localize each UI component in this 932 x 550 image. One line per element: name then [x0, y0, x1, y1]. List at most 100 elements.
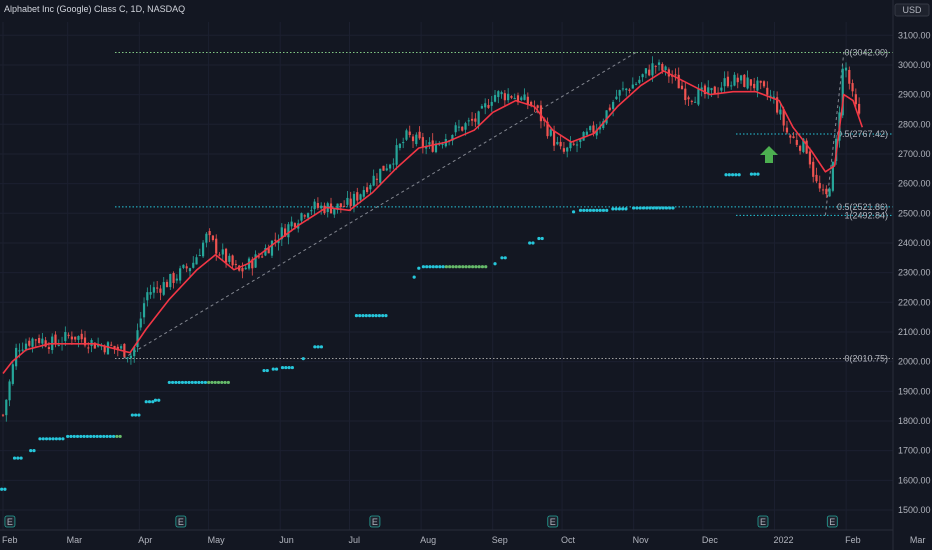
price-axis[interactable]: 1500.00 1600.00 1700.00 1800.00 1900.00 2000.… [892, 0, 932, 550]
candle-body [215, 238, 218, 254]
candle-body [264, 247, 267, 256]
stop-dot [66, 434, 70, 439]
stop-dot [313, 345, 317, 349]
candle-body [398, 143, 402, 148]
stop-dot [737, 173, 741, 177]
stop-dot [651, 206, 655, 210]
stop-dot [16, 456, 20, 460]
candle-body [385, 168, 388, 171]
stop-dot [438, 265, 442, 269]
stop-dot [500, 256, 504, 260]
candle-body [641, 74, 644, 78]
candle-body [421, 137, 424, 148]
candle-body [844, 67, 848, 71]
earnings-marker[interactable]: E [369, 515, 381, 528]
candle-body [241, 268, 244, 272]
candle-body [487, 104, 490, 108]
candle-body [615, 96, 618, 100]
candle-body [175, 278, 178, 281]
earnings-marker[interactable]: E [4, 515, 16, 528]
candle-body [680, 85, 684, 90]
stop-dots [0, 172, 760, 491]
y-tick-label: 2000.00 [898, 357, 931, 367]
stop-dot [12, 456, 17, 460]
moving-average [2, 70, 864, 374]
candle-body [631, 84, 634, 89]
stop-dot [374, 314, 378, 318]
candle-body [785, 127, 789, 133]
stop-dot [75, 434, 80, 439]
stop-dot [41, 437, 45, 441]
candle-body [589, 126, 592, 131]
candle-body [1, 414, 5, 416]
candle-body [851, 83, 854, 92]
chart-title: Alphabet Inc (Google) Class C, 1D, NASDA… [4, 4, 185, 14]
candle-body [756, 80, 759, 91]
stop-dot [601, 208, 606, 212]
currency-badge[interactable] [894, 3, 930, 17]
candle-body [218, 254, 221, 256]
candle-body [54, 334, 57, 344]
time-axis[interactable]: Feb Mar Apr May Jun Jul Aug Sep Oct Nov Dec 2022 Feb… [0, 529, 932, 545]
stop-dot [61, 437, 65, 441]
candle-body [690, 100, 693, 102]
up-arrow-icon [760, 146, 778, 163]
candle-body [405, 130, 408, 140]
candle-body [854, 94, 857, 105]
earnings-marker[interactable]: E [175, 515, 187, 528]
stop-dot [448, 265, 452, 269]
candle-body [110, 344, 113, 346]
stop-dot [108, 434, 112, 439]
earnings-badge [757, 515, 769, 528]
stop-dot [95, 434, 99, 439]
y-tick-label: 2200.00 [898, 297, 931, 307]
candle-body [293, 223, 297, 228]
candle-body [598, 126, 602, 130]
candle-body [546, 121, 549, 137]
y-tick-label: 2800.00 [898, 119, 931, 129]
stop-dot [102, 434, 106, 439]
candle-body [67, 334, 70, 336]
candle-body [257, 256, 260, 258]
candle-body [552, 130, 556, 146]
candle-body [730, 85, 733, 87]
candle-body [795, 139, 798, 145]
candle-body [779, 109, 782, 115]
candle-body [139, 318, 142, 328]
fib-level-label: 0(3042.00) [844, 47, 888, 57]
ma-polyline [2, 70, 864, 374]
earnings-label: E [829, 517, 835, 527]
stop-dot [167, 380, 171, 385]
candle-body [467, 120, 470, 122]
stop-dot [668, 206, 672, 210]
stop-dot [724, 173, 728, 177]
candle-body [224, 248, 228, 263]
earnings-badge [547, 515, 559, 528]
candle-body [559, 141, 562, 147]
candle-body [464, 123, 467, 130]
stop-dot [503, 256, 507, 260]
candle-body [195, 257, 198, 265]
stop-dot [635, 206, 639, 210]
candle-body [320, 205, 323, 209]
candle-body [569, 142, 572, 149]
earnings-marker[interactable]: E [826, 515, 838, 528]
stop-dot [358, 314, 362, 318]
stop-dot [184, 380, 188, 385]
earnings-marker[interactable]: E [547, 515, 559, 528]
stop-dot [531, 241, 535, 245]
earnings-marker[interactable]: E [757, 515, 769, 528]
candle-body [477, 111, 480, 125]
candle-body [179, 268, 182, 281]
stop-dot [444, 265, 448, 269]
candle-body [182, 264, 185, 268]
stop-dot [578, 208, 583, 212]
x-tick-label: May [208, 535, 226, 545]
candle-body [244, 267, 247, 270]
candle-body [579, 138, 582, 142]
y-tick-label: 2700.00 [898, 149, 931, 159]
stop-dot [180, 380, 185, 385]
